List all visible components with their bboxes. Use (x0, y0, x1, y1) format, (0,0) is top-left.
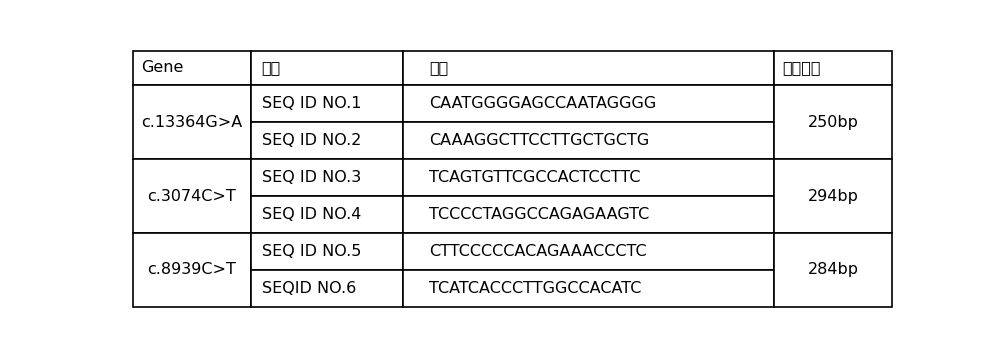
Text: SEQID NO.6: SEQID NO.6 (262, 281, 356, 296)
Bar (403, 85, 774, 122)
Bar (774, 233, 892, 307)
Text: 294bp: 294bp (808, 189, 859, 204)
Text: TCAGTGTTCGCCACTCCTTC: TCAGTGTTCGCCACTCCTTC (429, 170, 640, 185)
Text: CAAAGGCTTCCTTGCTGCTG: CAAAGGCTTCCTTGCTGCTG (429, 133, 649, 148)
Bar (251, 233, 403, 270)
Text: SEQ ID NO.5: SEQ ID NO.5 (262, 244, 361, 259)
Text: 250bp: 250bp (808, 115, 859, 130)
Text: 序列: 序列 (429, 61, 448, 75)
Text: TCCCCTAGGCCAGAGAAGTC: TCCCCTAGGCCAGAGAAGTC (429, 207, 649, 222)
Bar (251, 270, 403, 307)
Bar (774, 159, 892, 233)
Text: 扩增长度: 扩增长度 (782, 61, 821, 75)
Bar (774, 51, 892, 85)
Text: c.13364G>A: c.13364G>A (141, 115, 242, 130)
Text: CAATGGGGAGCCAATAGGGG: CAATGGGGAGCCAATAGGGG (429, 96, 656, 111)
Text: TCATCACCCTTGGCCACATC: TCATCACCCTTGGCCACATC (429, 281, 641, 296)
Text: 284bp: 284bp (808, 262, 859, 278)
Text: SEQ ID NO.2: SEQ ID NO.2 (262, 133, 361, 148)
Bar (403, 51, 774, 85)
Bar (133, 159, 251, 233)
Bar (251, 122, 403, 159)
Text: 编号: 编号 (262, 61, 281, 75)
Text: Gene: Gene (141, 61, 183, 75)
Bar (774, 85, 892, 159)
Text: c.8939C>T: c.8939C>T (147, 262, 236, 278)
Bar (251, 196, 403, 233)
Text: SEQ ID NO.4: SEQ ID NO.4 (262, 207, 361, 222)
Bar (251, 159, 403, 196)
Bar (403, 159, 774, 196)
Bar (133, 233, 251, 307)
Text: SEQ ID NO.3: SEQ ID NO.3 (262, 170, 361, 185)
Bar (403, 270, 774, 307)
Bar (133, 51, 251, 85)
Bar (403, 196, 774, 233)
Bar (251, 51, 403, 85)
Text: c.3074C>T: c.3074C>T (147, 189, 236, 204)
Bar (133, 85, 251, 159)
Bar (403, 233, 774, 270)
Bar (403, 122, 774, 159)
Bar (251, 85, 403, 122)
Text: CTTCCCCCACAGAAACCCTC: CTTCCCCCACAGAAACCCTC (429, 244, 646, 259)
Text: SEQ ID NO.1: SEQ ID NO.1 (262, 96, 361, 111)
